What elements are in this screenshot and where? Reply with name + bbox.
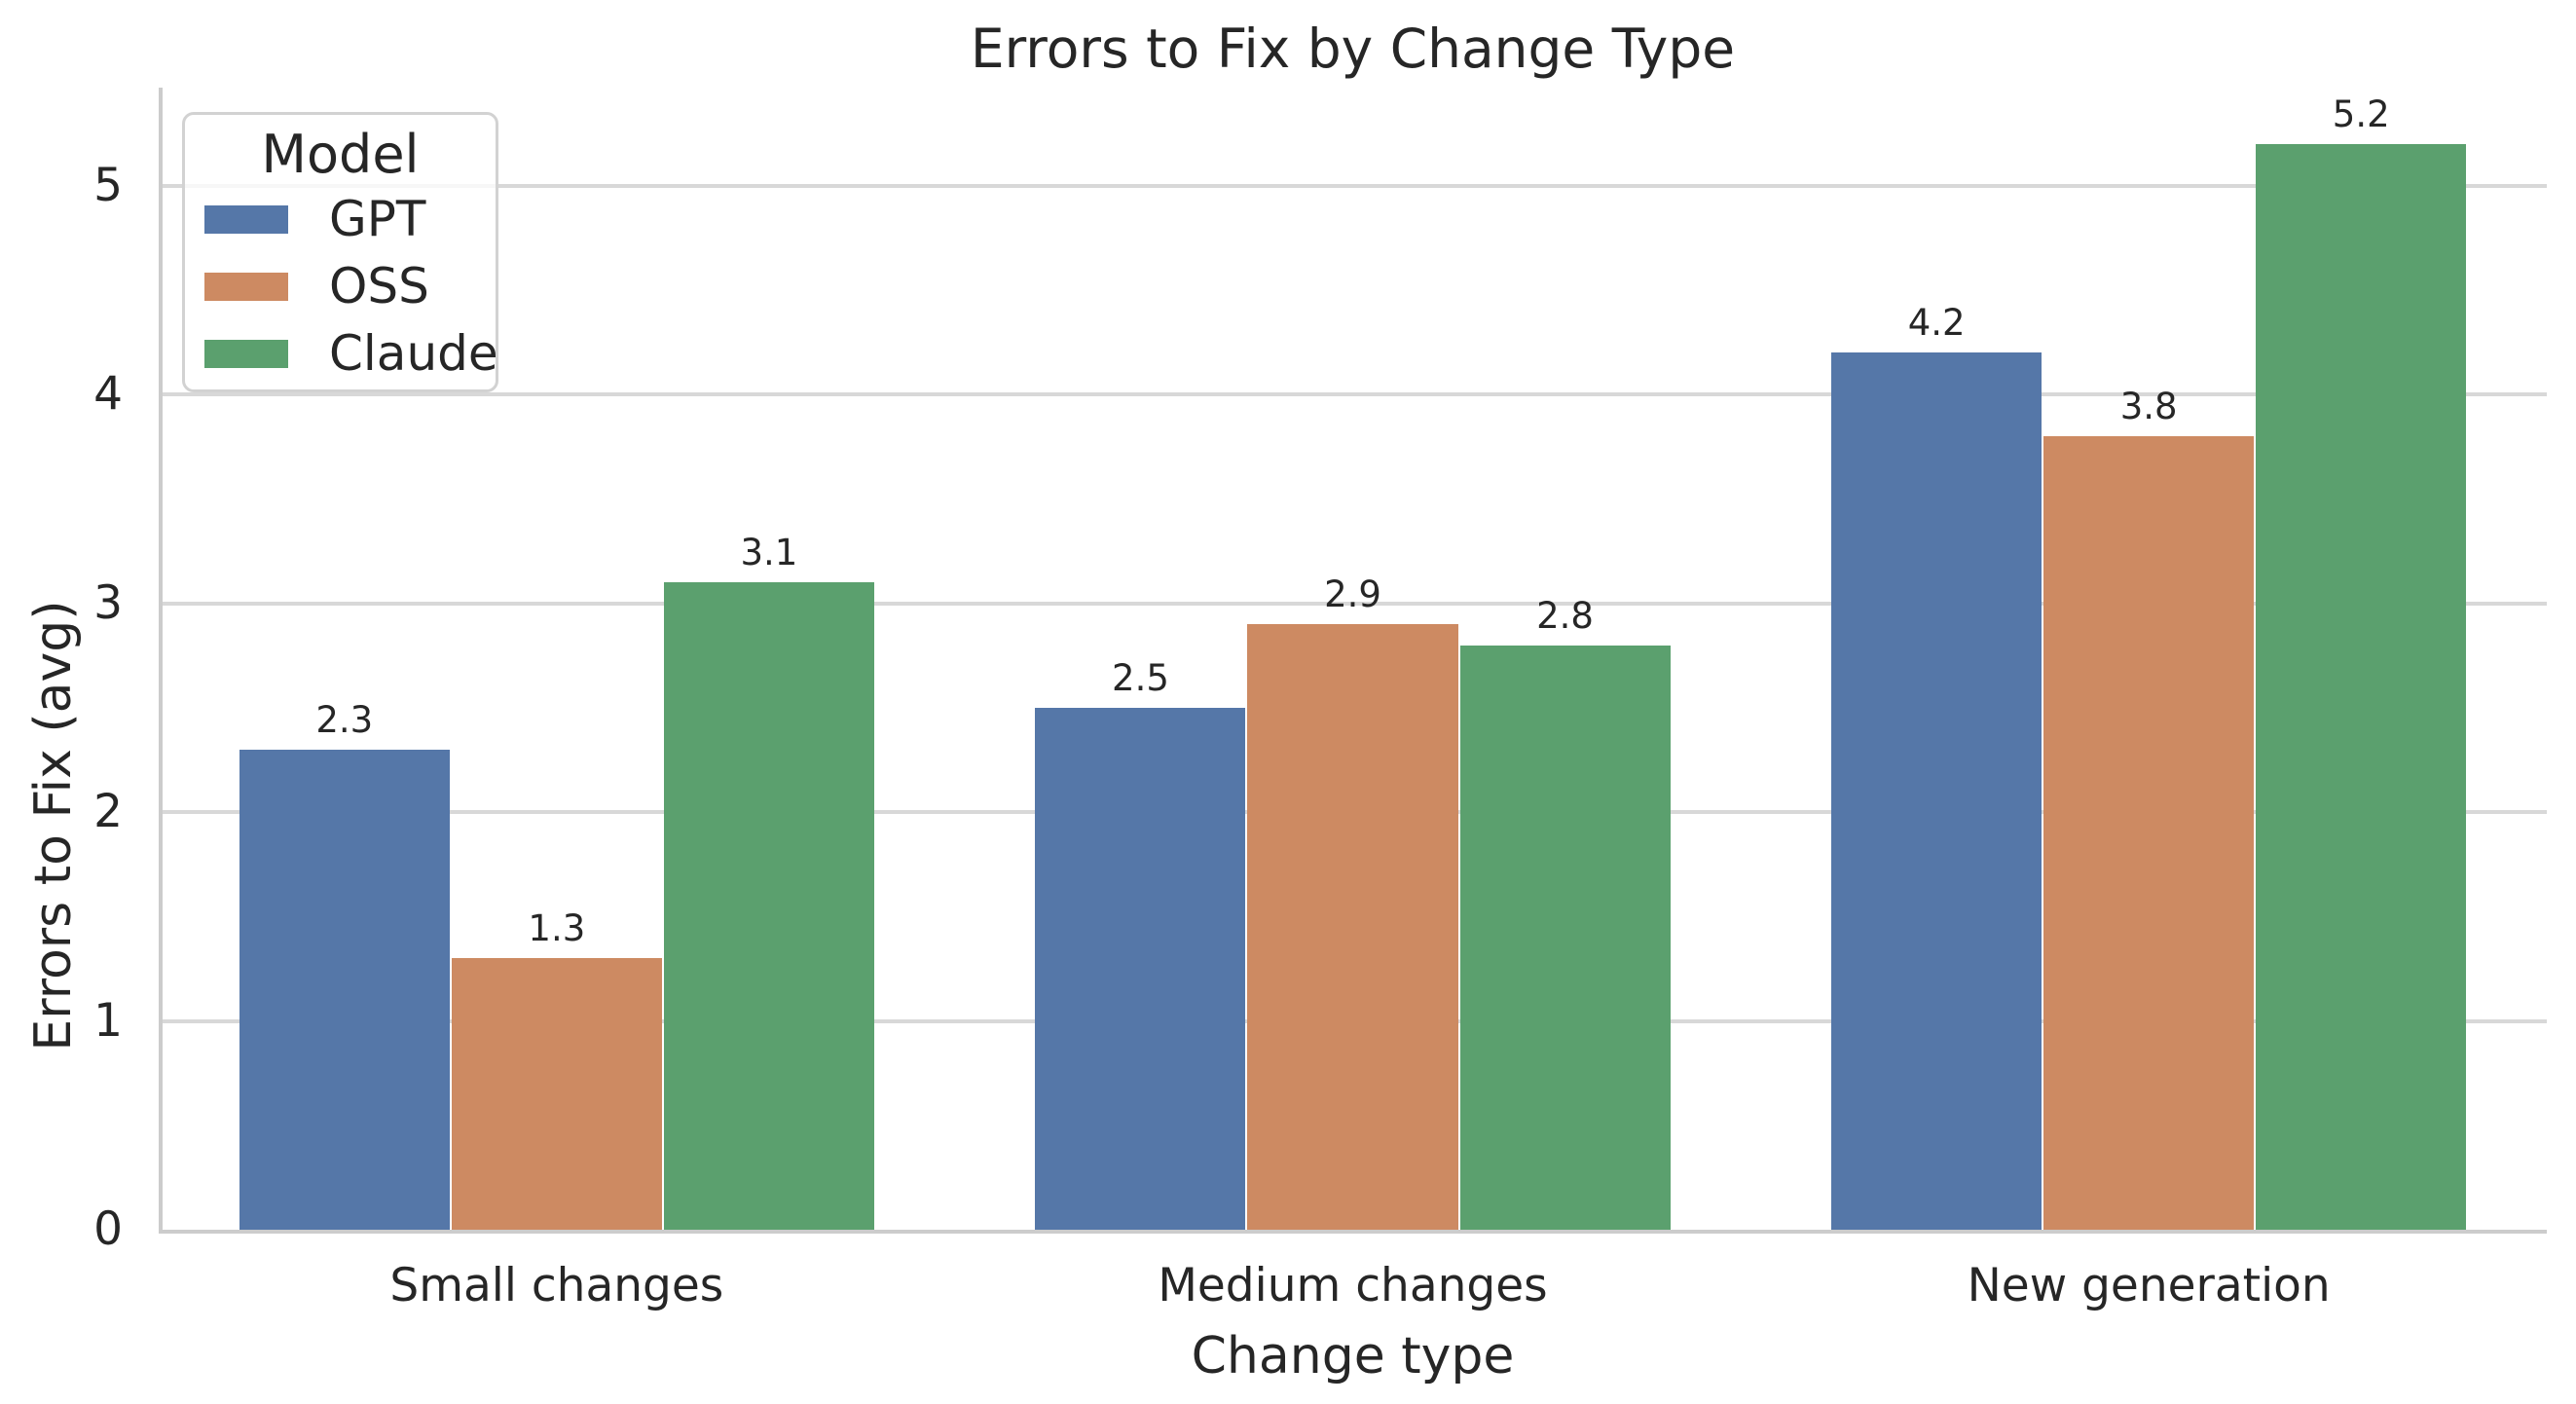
x-tick-label: New generation bbox=[1967, 1259, 2331, 1312]
legend-title: Model bbox=[261, 124, 420, 185]
x-axis-spine bbox=[159, 1230, 2547, 1234]
legend-swatch-gpt bbox=[204, 204, 288, 234]
x-tick-label: Small changes bbox=[389, 1259, 724, 1312]
bar-claude-3 bbox=[2256, 143, 2467, 1230]
bar-gpt-3 bbox=[1831, 352, 2042, 1230]
legend-item-oss: OSS bbox=[204, 259, 429, 314]
y-tick-label: 1 bbox=[93, 993, 123, 1048]
bar-value-label: 3.8 bbox=[2119, 386, 2178, 428]
y-axis-spine bbox=[159, 88, 163, 1234]
chart-title: Errors to Fix by Change Type bbox=[970, 18, 1736, 80]
bar-claude-2 bbox=[1459, 645, 1671, 1230]
bar-value-label: 2.9 bbox=[1324, 573, 1381, 616]
legend: Model GPT OSS Claude bbox=[182, 112, 498, 392]
bar-value-label: 5.2 bbox=[2332, 92, 2390, 135]
bar-oss-3 bbox=[2043, 436, 2255, 1230]
y-tick-label: 4 bbox=[93, 367, 123, 422]
y-tick-label: 2 bbox=[93, 785, 123, 839]
legend-swatch-claude bbox=[204, 339, 288, 368]
legend-label: GPT bbox=[329, 191, 426, 247]
y-tick-label: 3 bbox=[93, 575, 123, 630]
x-axis-label: Change type bbox=[1191, 1327, 1515, 1386]
y-tick-label: 5 bbox=[93, 158, 123, 212]
bar-value-label: 3.1 bbox=[740, 532, 798, 574]
x-tick-label: Medium changes bbox=[1158, 1259, 1548, 1312]
bar-value-label: 2.8 bbox=[1536, 594, 1594, 637]
bar-value-label: 2.5 bbox=[1112, 656, 1169, 699]
gridline bbox=[159, 392, 2547, 397]
y-tick-label: 0 bbox=[93, 1202, 123, 1256]
legend-item-claude: Claude bbox=[204, 326, 498, 381]
gridline bbox=[159, 601, 2547, 606]
bar-gpt-2 bbox=[1035, 707, 1246, 1230]
bar-value-label: 1.3 bbox=[528, 907, 586, 950]
legend-label: Claude bbox=[329, 325, 498, 382]
bar-oss-2 bbox=[1247, 624, 1458, 1230]
legend-label: OSS bbox=[329, 258, 429, 314]
bar-oss-1 bbox=[451, 958, 662, 1230]
bar-gpt-1 bbox=[239, 749, 450, 1230]
bar-value-label: 2.3 bbox=[315, 698, 374, 741]
legend-item-gpt: GPT bbox=[204, 192, 425, 246]
legend-swatch-oss bbox=[204, 272, 288, 301]
gridline bbox=[159, 183, 2547, 188]
bar-value-label: 4.2 bbox=[1907, 302, 1966, 345]
bar-claude-1 bbox=[663, 582, 874, 1230]
